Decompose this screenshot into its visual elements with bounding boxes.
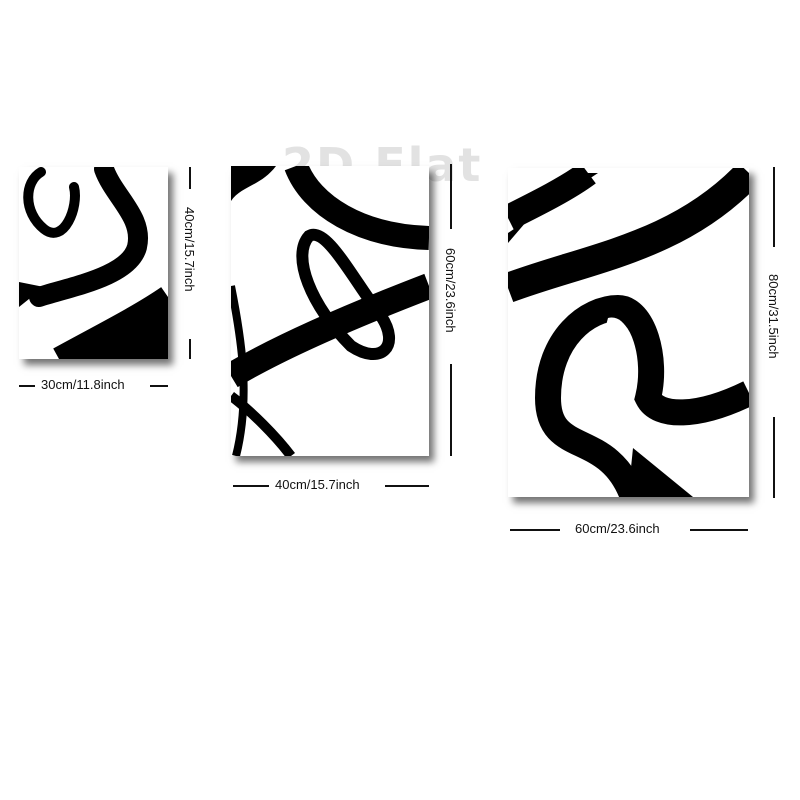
width-label-large: 60cm/23.6inch: [575, 521, 660, 536]
height-label-large: 80cm/31.5inch: [766, 274, 781, 359]
height-label-medium: 60cm/23.6inch: [443, 248, 458, 333]
width-dimension-large: 60cm/23.6inch: [510, 521, 748, 537]
art-panel-medium: [231, 166, 429, 456]
height-label-small: 40cm/15.7inch: [182, 207, 197, 292]
abstract-brush-art-medium: [231, 166, 429, 456]
height-dimension-large: 80cm/31.5inch: [766, 167, 782, 498]
abstract-brush-art-small: [19, 167, 168, 359]
height-dimension-small: 40cm/15.7inch: [182, 167, 198, 359]
width-label-medium: 40cm/15.7inch: [275, 477, 360, 492]
abstract-brush-art-large: [508, 168, 749, 497]
width-dimension-small: 30cm/11.8inch: [19, 377, 168, 393]
width-label-small: 30cm/11.8inch: [41, 377, 125, 392]
height-dimension-medium: 60cm/23.6inch: [443, 164, 459, 456]
art-panel-small: [19, 167, 168, 359]
width-dimension-medium: 40cm/15.7inch: [233, 477, 429, 493]
art-panel-large: [508, 168, 749, 497]
